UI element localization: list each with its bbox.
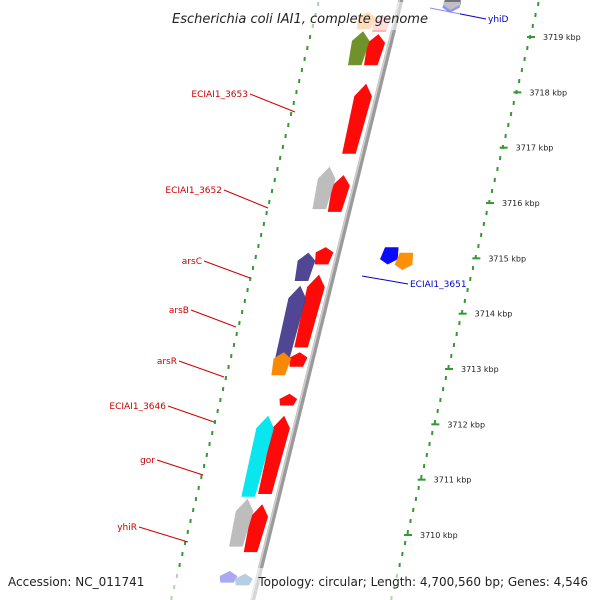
backbone-line	[250, 0, 404, 600]
gene-label-yhir: yhiR	[117, 523, 137, 533]
gene-leader-line	[178, 360, 225, 378]
gene-leader-line	[138, 526, 189, 543]
gene-leader-line	[361, 275, 409, 285]
map-title: Escherichia coli IAI1, complete genome	[172, 12, 428, 27]
kbp-tick-label: 3713 kbp	[461, 365, 499, 374]
genome-summary-text: Topology: circular; Length: 4,700,560 bp…	[257, 575, 588, 589]
gene-label-arsb: arsB	[169, 306, 189, 316]
title-backdrop	[140, 2, 460, 30]
gene-leader-line	[190, 309, 237, 328]
reverse-gene-arrow	[394, 252, 414, 270]
feature-layer	[219, 0, 461, 586]
kbp-tick-label: 3714 kbp	[475, 310, 513, 319]
forward-gene-arrow	[314, 247, 334, 265]
gene-leader-line	[203, 260, 251, 279]
gene-label-yhid: yhiD	[488, 15, 509, 25]
kbp-tick-label: 3719 kbp	[543, 33, 581, 42]
gene-label-arsc: arsC	[182, 257, 202, 267]
forward-gene-arrow	[342, 83, 372, 154]
gene-label-eciai1_3652: ECIAI1_3652	[165, 186, 222, 196]
forward-gene-arrow	[289, 352, 308, 367]
forward-gene-arrow	[294, 252, 316, 282]
gene-leader-line	[223, 189, 269, 209]
gene-label-layer: yhiD ECIAI1_3653 ECIAI1_3652 arsC ECIAI1_365…	[109, 7, 509, 543]
forward-gene-arrow	[327, 175, 350, 212]
tick-layer: 3710 kbp 3711 kbp 3712 kbp 3713 kbp 3714 kbp…	[170, 1, 581, 600]
forward-gene-arrow	[229, 498, 254, 547]
forward-gene-arrow	[271, 352, 292, 376]
forward-gene-arrow	[258, 415, 290, 495]
footer-backdrop	[0, 568, 600, 600]
kbp-tick-label: 3710 kbp	[420, 531, 458, 540]
kbp-tick-label: 3717 kbp	[516, 144, 554, 153]
forward-gene-arrow	[363, 34, 386, 66]
accession-text: Accession: NC_011741	[8, 575, 144, 589]
gene-label-gor: gor	[140, 456, 155, 466]
gene-leader-line	[167, 405, 215, 423]
backbone-highlight	[250, 0, 401, 600]
kbp-tick-label: 3715 kbp	[488, 254, 526, 263]
gene-leader-line	[156, 459, 204, 476]
kbp-tick-label: 3716 kbp	[502, 199, 540, 208]
kbp-tick-label: 3712 kbp	[447, 420, 485, 429]
forward-gene-arrow	[279, 393, 298, 406]
kbp-tick-label: 3711 kbp	[434, 476, 472, 485]
reverse-gene-arrow	[380, 247, 399, 265]
gene-label-eciai1_3653: ECIAI1_3653	[191, 90, 248, 100]
kbp-tick-label: 3718 kbp	[529, 88, 567, 97]
forward-gene-arrow	[241, 415, 274, 497]
gene-label-eciai1_3646: ECIAI1_3646	[109, 402, 166, 412]
gene-label-arsr: arsR	[157, 357, 177, 367]
backbone-layer	[250, 0, 404, 600]
gene-label-eciai1_3651: ECIAI1_3651	[410, 280, 467, 290]
forward-gene-arrow	[312, 166, 336, 210]
forward-gene-arrow	[243, 504, 269, 553]
forward-gene-arrow	[294, 274, 325, 348]
gene-leader-line	[249, 93, 296, 113]
forward-gene-arrow	[347, 31, 370, 66]
